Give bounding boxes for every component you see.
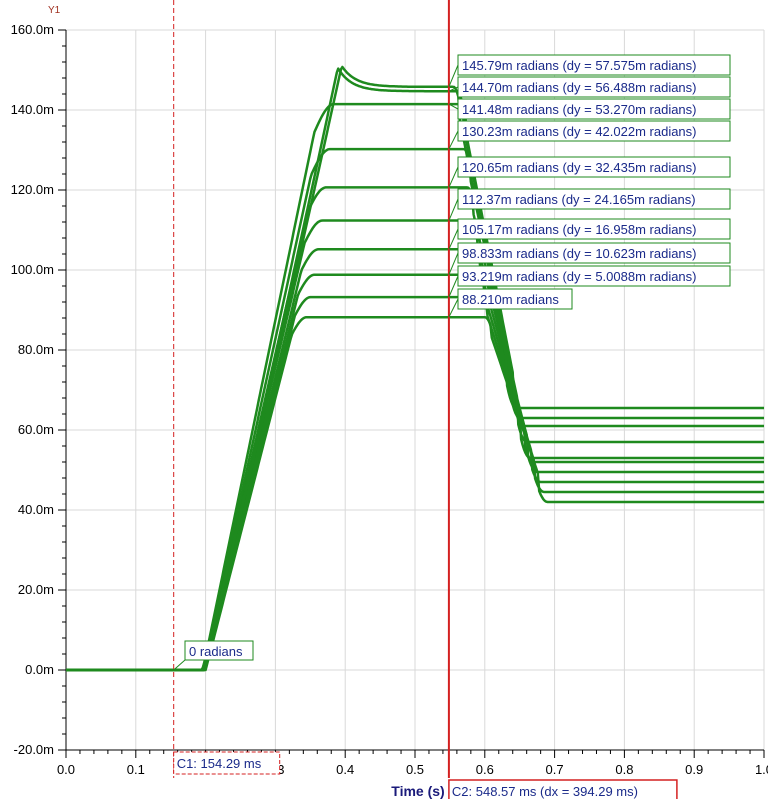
cursors: C1: 154.29 ms C2: 548.57 ms (dx = 394.29 … [173, 0, 678, 799]
callout-leader [448, 228, 459, 250]
callout-leader [448, 198, 459, 221]
callout-leader [448, 275, 459, 298]
x-tick-label: 0.8 [615, 762, 633, 777]
callout-label: 141.48m radians (dy = 53.270m radians) [462, 102, 697, 117]
callout-box [457, 218, 731, 240]
y-tick-label: 80.0m [18, 342, 54, 357]
callout-leader [448, 103, 459, 110]
cursor-c1-box [173, 751, 281, 775]
y-tick-label: -20.0m [14, 742, 54, 757]
y-tick-label: 100.0m [11, 262, 54, 277]
y-tick-label: 140.0m [11, 102, 54, 117]
callout-box [457, 120, 731, 142]
callout-leader [448, 64, 459, 88]
callout-label: 120.65m radians (dy = 32.435m radians) [462, 160, 697, 175]
callout-label: 105.17m radians (dy = 16.958m radians) [462, 222, 697, 237]
x-axis-title: Time (s) [391, 783, 444, 799]
callout-leader [448, 252, 459, 275]
callout-label: 144.70m radians (dy = 56.488m radians) [462, 80, 697, 95]
cursor-c2-box [448, 779, 678, 799]
callout-label: 93.219m radians (dy = 5.0088m radians) [462, 269, 697, 284]
y-tick-label: 160.0m [11, 22, 54, 37]
callout-label: 98.833m radians (dy = 10.623m radians) [462, 246, 697, 261]
callout-label: 112.37m radians (dy = 24.165m radians) [462, 192, 696, 207]
callout-box [457, 54, 731, 76]
y-axis-name: Y1 [48, 5, 61, 16]
callout-label: 130.23m radians (dy = 42.022m radians) [462, 124, 697, 139]
y-axis-ticks: -20.0m 0.0m 20.0m 40.0m 60.0m 80.0m 100.0m 120.… [11, 22, 66, 757]
callout-leader [448, 166, 459, 188]
callout-label: 145.79m radians (dy = 57.575m radians) [462, 58, 697, 73]
y-tick-label: 120.0m [11, 182, 54, 197]
callout-label: 88.210m radians [462, 292, 559, 307]
x-tick-label: 0.6 [476, 762, 494, 777]
y-tick-label: 60.0m [18, 422, 54, 437]
callout-box [457, 188, 731, 210]
callout-box [457, 76, 731, 98]
c1-callout-label: 0 radians [189, 644, 243, 659]
y-tick-label: 0.0m [25, 662, 54, 677]
y-tick-label: 20.0m [18, 582, 54, 597]
series-lines [66, 65, 764, 672]
callout-box [457, 242, 731, 264]
x-tick-label: 0.5 [406, 762, 424, 777]
x-tick-label: 0.1 [127, 762, 145, 777]
c1-callout-leader [173, 659, 186, 671]
callout-leader [448, 298, 459, 318]
x-tick-label: 0.7 [546, 762, 564, 777]
callout-leader [448, 130, 459, 150]
cursor-c1-label: C1: 154.29 ms [177, 756, 262, 771]
callout-box [457, 156, 731, 178]
cursor-c2-label: C2: 548.57 ms (dx = 394.29 ms) [452, 784, 638, 799]
callout-box [457, 98, 731, 120]
callout-box [457, 288, 573, 310]
x-tick-label: 0.0 [57, 762, 75, 777]
c1-callout-box [184, 640, 254, 661]
x-tick-label: 1.0 [755, 762, 768, 777]
series-line [66, 65, 764, 672]
x-axis-ticks: 0.00.10.20.30.40.50.60.70.80.91.0 [57, 750, 768, 777]
x-tick-label: 0.9 [685, 762, 703, 777]
callout-leader [448, 86, 459, 92]
callouts: 145.79m radians (dy = 57.575m radians) 14… [173, 54, 731, 671]
callout-box [457, 265, 731, 287]
x-tick-label: 0.4 [336, 762, 354, 777]
y-tick-label: 40.0m [18, 502, 54, 517]
